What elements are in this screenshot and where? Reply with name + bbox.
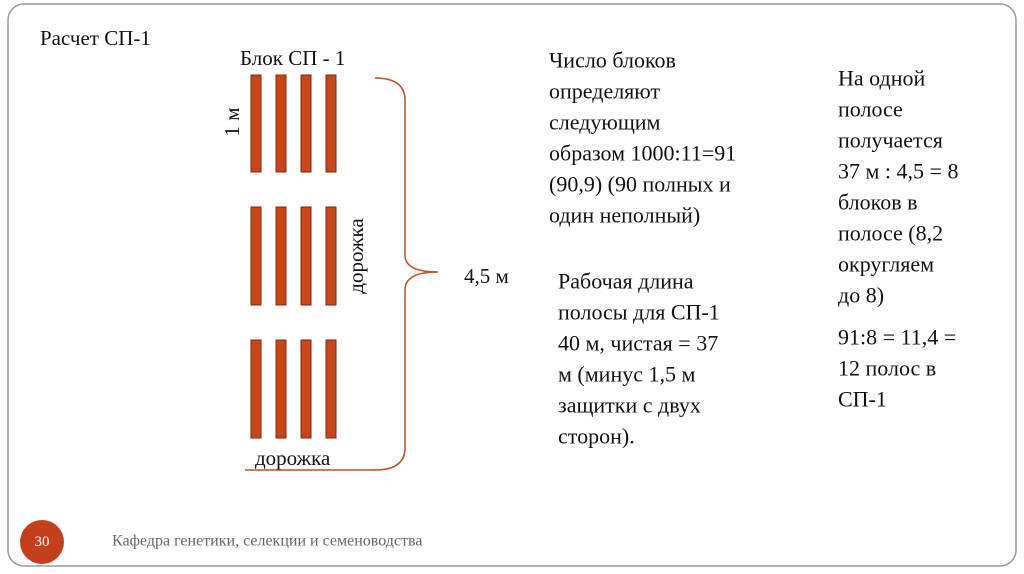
side-path-label: дорожка (344, 218, 368, 294)
block-count-text: Число блоков определяют следующим образом 1… (549, 48, 736, 228)
plot-bar (275, 74, 287, 173)
text-line: 37 м : 4,5 = 8 (838, 159, 958, 184)
text-line: определяют (549, 79, 660, 104)
strip-length-text: Рабочая длина полосы для СП-1 40 м, чистая… (558, 269, 720, 449)
text-line: блоков в (838, 190, 917, 215)
text-line: округляем (838, 252, 934, 277)
text-line: 12 полос в (838, 356, 936, 381)
text-line: Рабочая длина (558, 269, 694, 294)
text-line: образом 1000:11=91 (549, 141, 736, 166)
plot-bar (300, 206, 312, 306)
text-line: м (минус 1,5 м (558, 362, 695, 387)
bottom-path-label: дорожка (255, 446, 331, 470)
plot-bar (275, 206, 287, 306)
plot-bar (325, 339, 337, 439)
span-label: 4,5 м (464, 264, 509, 288)
text-line: СП-1 (838, 387, 887, 412)
slide-title: Расчет СП-1 (40, 26, 151, 50)
plot-blocks (250, 74, 337, 439)
page-number: 30 (35, 534, 50, 550)
block-label: Блок СП - 1 (240, 46, 345, 70)
plot-bar (325, 74, 337, 173)
strip-count-text: 91:8 = 11,4 = 12 полос в СП-1 (838, 325, 956, 412)
plot-bar (250, 206, 262, 306)
text-line: сторон). (558, 424, 635, 449)
plot-bar (300, 74, 312, 173)
text-line: защитки с двух (558, 393, 701, 418)
plot-bar (325, 206, 337, 306)
text-line: полосе (838, 97, 903, 122)
plot-bar (250, 74, 262, 173)
text-line: На одной (838, 66, 925, 91)
plot-bar (250, 339, 262, 439)
span-bracket (374, 77, 439, 471)
text-line: один неполный) (549, 203, 700, 228)
text-line: полосе (8,2 (838, 221, 943, 246)
text-line: полосы для СП-1 (558, 300, 720, 325)
plot-bar (300, 339, 312, 439)
text-line: 40 м, чистая = 37 (558, 331, 718, 356)
plot-bar (275, 339, 287, 439)
width-label: 1 м (220, 107, 244, 136)
text-line: 91:8 = 11,4 = (838, 325, 956, 350)
text-line: Число блоков (549, 48, 676, 73)
text-line: следующим (549, 110, 661, 135)
text-line: (90,9) (90 полных и (549, 172, 731, 197)
footer-department: Кафедра генетики, селекции и семеноводст… (112, 533, 422, 550)
text-line: до 8) (838, 283, 884, 308)
text-line: получается (838, 128, 943, 153)
per-strip-text: На одной полосе получается 37 м : 4,5 = 8 бл… (838, 66, 958, 308)
page-number-badge (20, 520, 64, 564)
